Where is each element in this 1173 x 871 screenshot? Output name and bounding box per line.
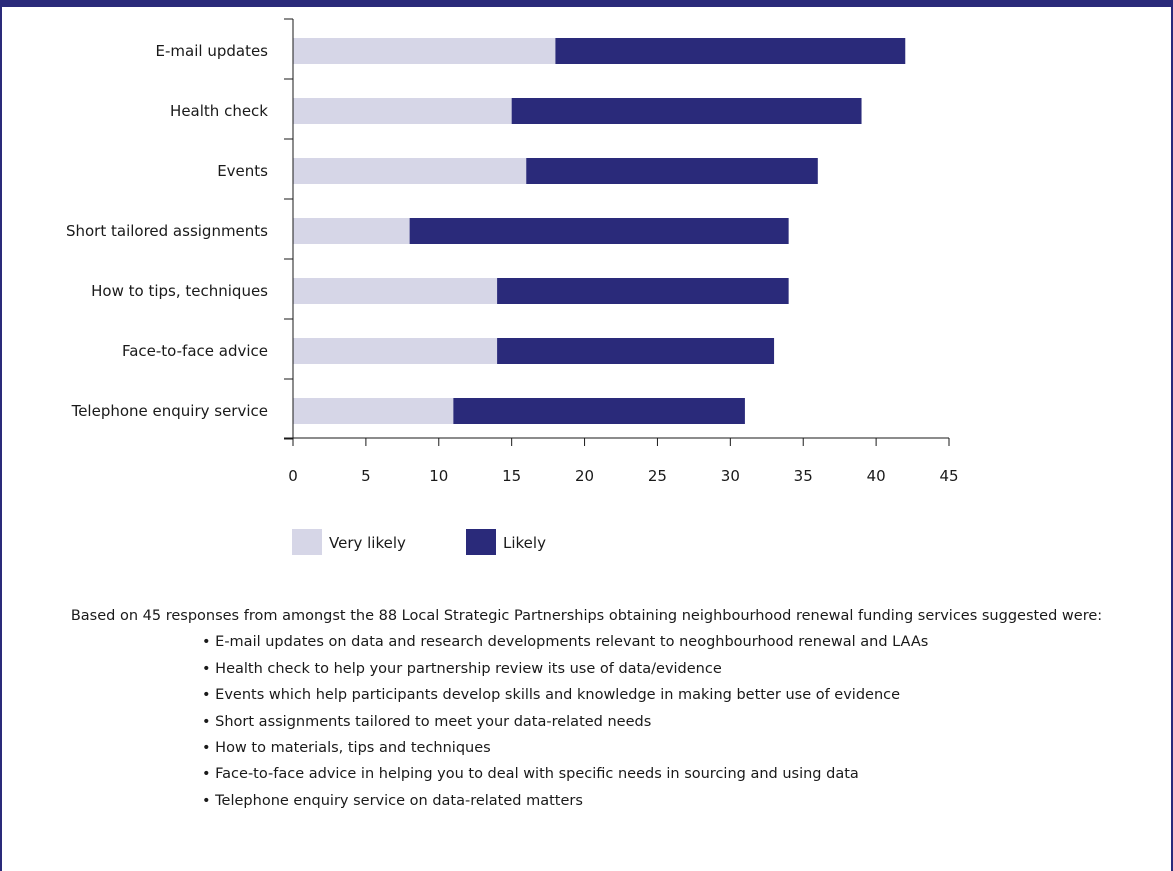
bar-e-mail-updates-very-likely: [293, 38, 556, 64]
notes-item: • How to materials, tips and techniques: [202, 740, 491, 757]
notes-list: • E-mail updates on data and research de…: [0, 629, 1173, 814]
bar-face-to-face-advice-very-likely: [293, 338, 498, 364]
category-label: Short tailored assignments: [66, 222, 268, 240]
category-label: Telephone enquiry service: [71, 402, 268, 420]
bar-short-tailored-assignments-very-likely: [293, 218, 410, 244]
notes-item: • Short assignments tailored to meet you…: [202, 713, 652, 730]
notes-item: • Face-to-face advice in helping you to …: [202, 766, 859, 783]
x-tick-label: 25: [648, 467, 667, 485]
bar-e-mail-updates-likely: [555, 38, 906, 64]
category-label: How to tips, techniques: [91, 282, 268, 300]
bar-telephone-enquiry-service-likely: [453, 398, 745, 424]
category-label: Face-to-face advice: [122, 342, 268, 360]
bars-group: [293, 38, 906, 424]
bar-telephone-enquiry-service-very-likely: [293, 398, 454, 424]
bar-face-to-face-advice-likely: [497, 338, 775, 364]
category-label: Events: [217, 162, 268, 180]
x-tick-label: 45: [939, 467, 958, 485]
legend-swatch-likely: [466, 529, 496, 555]
x-tick-label: 15: [502, 467, 521, 485]
legend-swatch-very-likely: [292, 529, 322, 555]
category-label: E-mail updates: [156, 42, 269, 60]
bar-short-tailored-assignments-likely: [409, 218, 789, 244]
bar-how-to-tips-techniques-likely: [497, 278, 789, 304]
legend-label-very-likely: Very likely: [329, 534, 406, 552]
x-tick-label: 0: [288, 467, 298, 485]
bar-events-very-likely: [293, 158, 527, 184]
x-tick-label: 35: [794, 467, 813, 485]
x-tick-label: 5: [361, 467, 371, 485]
legend-label-likely: Likely: [503, 534, 546, 552]
x-tick-label: 10: [429, 467, 448, 485]
category-label: Health check: [170, 102, 268, 120]
legend: Very likely Likely: [292, 529, 546, 555]
category-labels: E-mail updates Health check Events Short ta…: [66, 42, 268, 420]
notes-item: • Health check to help your partnership …: [202, 660, 722, 677]
notes-intro: Based on 45 responses from amongst the 8…: [70, 608, 1103, 624]
bar-how-to-tips-techniques-very-likely: [293, 278, 498, 304]
bar-health-check-likely: [511, 98, 862, 124]
notes-item: • E-mail updates on data and research de…: [202, 634, 929, 651]
x-tick-label: 30: [721, 467, 740, 485]
x-tick-label: 40: [867, 467, 886, 485]
stacked-bar-chart: E-mail updates Health check Events Short ta…: [66, 18, 959, 555]
axes-group: [284, 18, 950, 446]
notes-section: Based on 45 responses from amongst the 8…: [0, 603, 1173, 814]
bar-events-likely: [526, 158, 818, 184]
notes-item: • Telephone enquiry service on data-rela…: [202, 792, 583, 809]
x-tick-label: 20: [575, 467, 594, 485]
notes-item: • Events which help participants develop…: [202, 687, 901, 704]
tick-labels: 0 5 10 15 20 25 30 35 40 45: [288, 467, 958, 485]
bar-health-check-very-likely: [293, 98, 512, 124]
